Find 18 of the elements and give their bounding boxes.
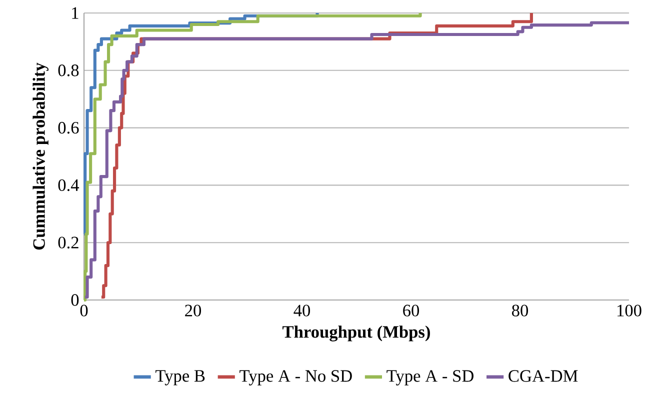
y-tick-label: 0.4	[58, 179, 80, 192]
x-tick-label: 60	[403, 304, 420, 316]
y-axis-title: Cummulative probability	[32, 62, 48, 250]
y-tick-label: 0.8	[58, 64, 79, 76]
x-axis-title: Throughput (Mbps)	[282, 326, 430, 342]
legend-label: Type B	[156, 370, 205, 386]
y-tick-label: 0	[71, 294, 79, 306]
legend-label: Type A - No SD	[240, 370, 352, 386]
y-tick-label: 1	[72, 7, 78, 19]
x-tick-label: 0	[80, 304, 88, 316]
x-tick-label: 20	[185, 304, 202, 316]
x-tick-label: 100	[618, 304, 642, 316]
y-tick-label: 0.2	[58, 236, 78, 248]
legend-label: CGA-DM	[508, 370, 578, 382]
x-tick-label: 40	[294, 304, 310, 316]
y-tick-label: 0.6	[58, 122, 79, 134]
x-tick-label: 80	[512, 304, 528, 316]
legend-label: Type A - SD	[386, 370, 474, 386]
